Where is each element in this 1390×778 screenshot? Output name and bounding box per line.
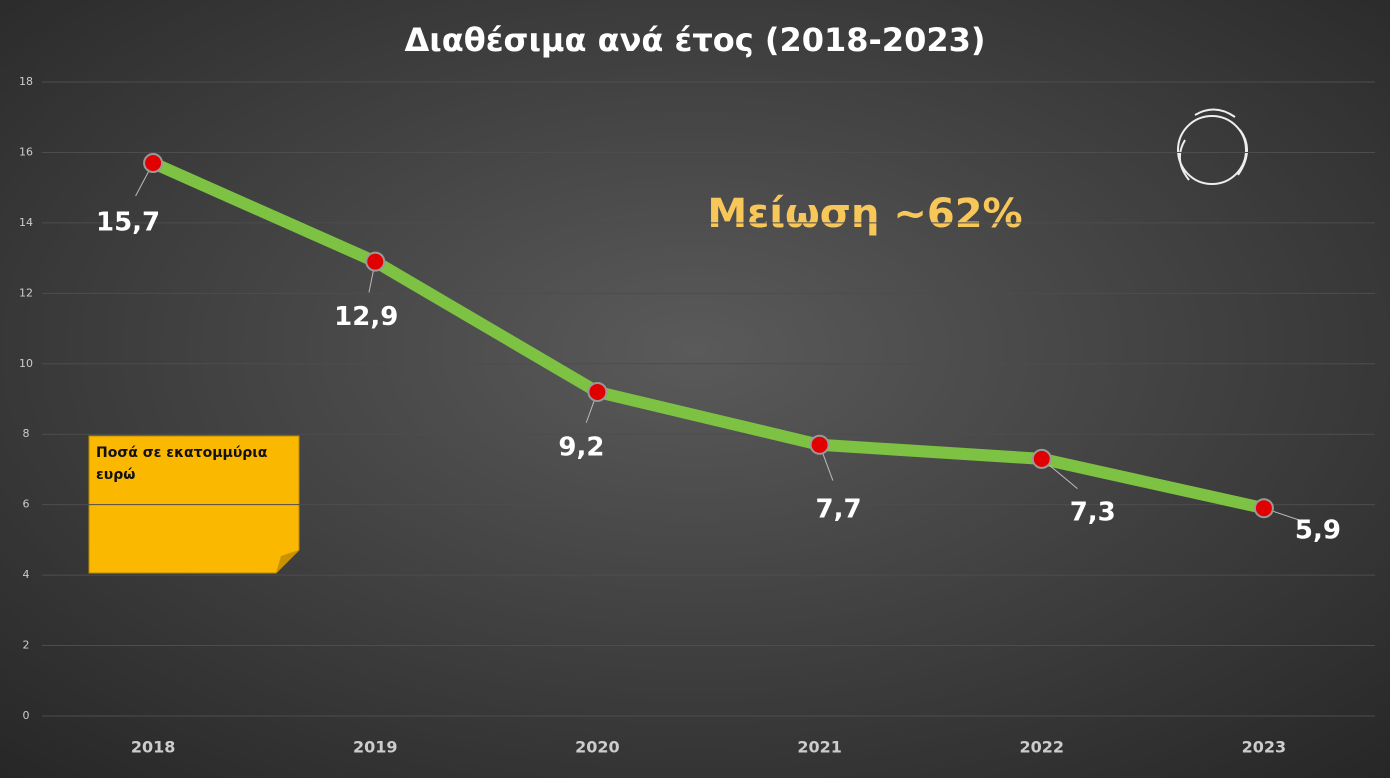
y-tick-label: 18 (19, 75, 33, 88)
data-label: 15,7 (96, 208, 160, 238)
x-tick-label: 2020 (575, 738, 620, 757)
y-tick-label: 2 (23, 639, 30, 652)
data-label: 9,2 (558, 432, 604, 462)
logo (1177, 108, 1248, 185)
marker (365, 251, 386, 272)
y-tick-label: 4 (23, 568, 30, 581)
note: Ποσά σε εκατομμύρια ευρώ (96, 445, 268, 483)
x-tick-label: 2018 (131, 738, 176, 757)
marker (1253, 498, 1274, 519)
y-tick-label: 0 (23, 709, 30, 722)
y-tick-label: 6 (23, 498, 30, 511)
marker (809, 434, 830, 455)
y-tick-label: 8 (23, 427, 30, 440)
data-label: 7,7 (816, 494, 862, 524)
x-tick-label: 2023 (1242, 738, 1287, 757)
data-label: 7,3 (1070, 497, 1116, 527)
y-tick-label: 10 (19, 357, 33, 370)
line (150, 157, 1266, 515)
y-tick-label: 14 (19, 216, 33, 229)
annotation: Μείωση ~62% (707, 191, 1022, 237)
data-label: 12,9 (334, 302, 398, 332)
x-tick-label: 2022 (1019, 738, 1064, 757)
marker (587, 381, 608, 402)
x-tick-label: 2019 (353, 738, 398, 757)
y-tick-label: 16 (19, 145, 33, 158)
y-tick-label: 12 (19, 286, 33, 299)
x-tick-label: 2021 (797, 738, 842, 757)
note-fold (276, 550, 299, 573)
marker (143, 153, 164, 174)
chart-title: Διαθέσιμα ανά έτος (2018-2023) (405, 21, 986, 59)
marker (1031, 448, 1052, 469)
data-label: 5,9 (1295, 516, 1341, 546)
